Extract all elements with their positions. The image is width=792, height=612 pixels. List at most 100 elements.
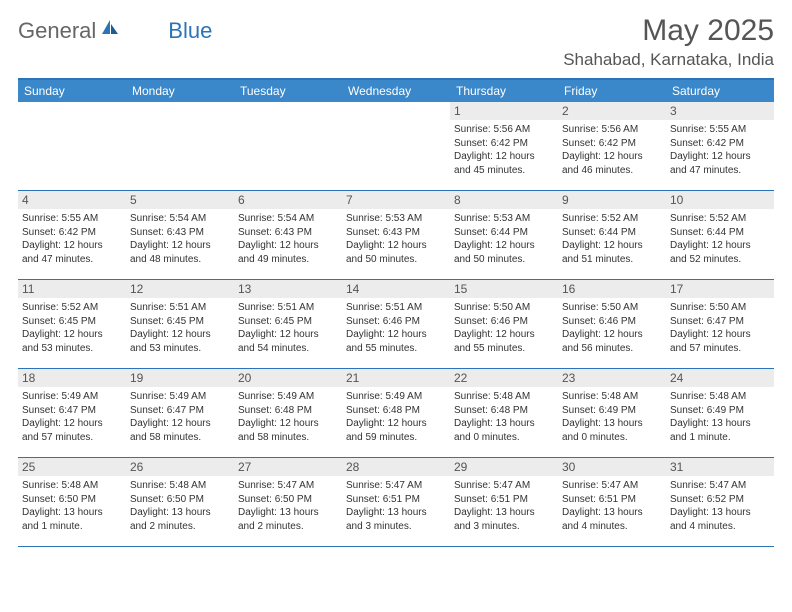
sunset-text: Sunset: 6:47 PM (130, 404, 230, 418)
day-number: 31 (666, 458, 774, 476)
dayhead-fri: Friday (558, 80, 666, 102)
sunset-text: Sunset: 6:44 PM (670, 226, 770, 240)
sunset-text: Sunset: 6:49 PM (670, 404, 770, 418)
day-number: 17 (666, 280, 774, 298)
sunrise-text: Sunrise: 5:48 AM (454, 390, 554, 404)
sunset-text: Sunset: 6:45 PM (130, 315, 230, 329)
sunrise-text: Sunrise: 5:47 AM (562, 479, 662, 493)
day-info: Sunrise: 5:49 AMSunset: 6:47 PMDaylight:… (22, 390, 122, 444)
daylight-text: Daylight: 13 hours and 3 minutes. (454, 506, 554, 533)
day-number: 7 (342, 191, 450, 209)
day-cell: 7Sunrise: 5:53 AMSunset: 6:43 PMDaylight… (342, 191, 450, 279)
day-info: Sunrise: 5:54 AMSunset: 6:43 PMDaylight:… (238, 212, 338, 266)
day-info: Sunrise: 5:49 AMSunset: 6:47 PMDaylight:… (130, 390, 230, 444)
sunrise-text: Sunrise: 5:51 AM (130, 301, 230, 315)
day-cell (126, 102, 234, 190)
day-info: Sunrise: 5:47 AMSunset: 6:51 PMDaylight:… (454, 479, 554, 533)
title-block: May 2025 Shahabad, Karnataka, India (563, 14, 774, 70)
daylight-text: Daylight: 13 hours and 3 minutes. (346, 506, 446, 533)
location-label: Shahabad, Karnataka, India (563, 50, 774, 70)
sunrise-text: Sunrise: 5:52 AM (22, 301, 122, 315)
day-info: Sunrise: 5:52 AMSunset: 6:45 PMDaylight:… (22, 301, 122, 355)
day-number: 2 (558, 102, 666, 120)
day-number: 8 (450, 191, 558, 209)
sunset-text: Sunset: 6:46 PM (346, 315, 446, 329)
sunrise-text: Sunrise: 5:56 AM (454, 123, 554, 137)
sunset-text: Sunset: 6:42 PM (22, 226, 122, 240)
daylight-text: Daylight: 12 hours and 45 minutes. (454, 150, 554, 177)
day-cell: 26Sunrise: 5:48 AMSunset: 6:50 PMDayligh… (126, 458, 234, 546)
day-info: Sunrise: 5:55 AMSunset: 6:42 PMDaylight:… (22, 212, 122, 266)
sunrise-text: Sunrise: 5:48 AM (562, 390, 662, 404)
day-info: Sunrise: 5:54 AMSunset: 6:43 PMDaylight:… (130, 212, 230, 266)
sunrise-text: Sunrise: 5:53 AM (346, 212, 446, 226)
sunset-text: Sunset: 6:48 PM (238, 404, 338, 418)
day-cell: 9Sunrise: 5:52 AMSunset: 6:44 PMDaylight… (558, 191, 666, 279)
day-number: 27 (234, 458, 342, 476)
sunset-text: Sunset: 6:52 PM (670, 493, 770, 507)
week-row: 18Sunrise: 5:49 AMSunset: 6:47 PMDayligh… (18, 369, 774, 458)
day-number: 23 (558, 369, 666, 387)
day-cell: 5Sunrise: 5:54 AMSunset: 6:43 PMDaylight… (126, 191, 234, 279)
day-info: Sunrise: 5:49 AMSunset: 6:48 PMDaylight:… (238, 390, 338, 444)
day-info: Sunrise: 5:56 AMSunset: 6:42 PMDaylight:… (562, 123, 662, 177)
calendar: Sunday Monday Tuesday Wednesday Thursday… (18, 78, 774, 547)
day-number: 4 (18, 191, 126, 209)
sunrise-text: Sunrise: 5:48 AM (22, 479, 122, 493)
day-info: Sunrise: 5:48 AMSunset: 6:50 PMDaylight:… (22, 479, 122, 533)
dayhead-wed: Wednesday (342, 80, 450, 102)
week-row: 25Sunrise: 5:48 AMSunset: 6:50 PMDayligh… (18, 458, 774, 547)
day-cell: 2 Sunrise: 5:56 AMSunset: 6:42 PMDaylight… (558, 102, 666, 190)
sunrise-text: Sunrise: 5:53 AM (454, 212, 554, 226)
daylight-text: Daylight: 12 hours and 47 minutes. (670, 150, 770, 177)
day-cell: 3Sunrise: 5:55 AMSunset: 6:42 PMDaylight… (666, 102, 774, 190)
day-cell: 24Sunrise: 5:48 AMSunset: 6:49 PMDayligh… (666, 369, 774, 457)
day-cell: 10Sunrise: 5:52 AMSunset: 6:44 PMDayligh… (666, 191, 774, 279)
day-number: 13 (234, 280, 342, 298)
sunrise-text: Sunrise: 5:50 AM (670, 301, 770, 315)
day-cell: 19Sunrise: 5:49 AMSunset: 6:47 PMDayligh… (126, 369, 234, 457)
sunset-text: Sunset: 6:43 PM (238, 226, 338, 240)
sunset-text: Sunset: 6:42 PM (670, 137, 770, 151)
daylight-text: Daylight: 12 hours and 46 minutes. (562, 150, 662, 177)
day-info: Sunrise: 5:51 AMSunset: 6:46 PMDaylight:… (346, 301, 446, 355)
day-number: 15 (450, 280, 558, 298)
sunset-text: Sunset: 6:44 PM (454, 226, 554, 240)
day-cell: 6Sunrise: 5:54 AMSunset: 6:43 PMDaylight… (234, 191, 342, 279)
day-info: Sunrise: 5:48 AMSunset: 6:49 PMDaylight:… (670, 390, 770, 444)
sunset-text: Sunset: 6:51 PM (562, 493, 662, 507)
daylight-text: Daylight: 12 hours and 50 minutes. (454, 239, 554, 266)
sunset-text: Sunset: 6:47 PM (670, 315, 770, 329)
day-cell: 14Sunrise: 5:51 AMSunset: 6:46 PMDayligh… (342, 280, 450, 368)
daylight-text: Daylight: 12 hours and 56 minutes. (562, 328, 662, 355)
day-number: 3 (666, 102, 774, 120)
day-info: Sunrise: 5:50 AMSunset: 6:46 PMDaylight:… (454, 301, 554, 355)
day-info: Sunrise: 5:48 AMSunset: 6:50 PMDaylight:… (130, 479, 230, 533)
day-cell: 18Sunrise: 5:49 AMSunset: 6:47 PMDayligh… (18, 369, 126, 457)
daylight-text: Daylight: 13 hours and 1 minute. (670, 417, 770, 444)
day-cell: 20Sunrise: 5:49 AMSunset: 6:48 PMDayligh… (234, 369, 342, 457)
daylight-text: Daylight: 12 hours and 47 minutes. (22, 239, 122, 266)
day-cell: 30Sunrise: 5:47 AMSunset: 6:51 PMDayligh… (558, 458, 666, 546)
day-cell: 8 Sunrise: 5:53 AMSunset: 6:44 PMDaylight… (450, 191, 558, 279)
daylight-text: Daylight: 12 hours and 55 minutes. (346, 328, 446, 355)
sunset-text: Sunset: 6:49 PM (562, 404, 662, 418)
sunrise-text: Sunrise: 5:49 AM (22, 390, 122, 404)
daylight-text: Daylight: 12 hours and 49 minutes. (238, 239, 338, 266)
dayhead-thu: Thursday (450, 80, 558, 102)
day-number: 16 (558, 280, 666, 298)
day-cell: 23Sunrise: 5:48 AMSunset: 6:49 PMDayligh… (558, 369, 666, 457)
sunset-text: Sunset: 6:50 PM (22, 493, 122, 507)
daylight-text: Daylight: 13 hours and 4 minutes. (670, 506, 770, 533)
sunset-text: Sunset: 6:43 PM (130, 226, 230, 240)
day-cell: 28Sunrise: 5:47 AMSunset: 6:51 PMDayligh… (342, 458, 450, 546)
day-cell: 17Sunrise: 5:50 AMSunset: 6:47 PMDayligh… (666, 280, 774, 368)
day-number: 29 (450, 458, 558, 476)
day-cell: 1Sunrise: 5:56 AMSunset: 6:42 PMDaylight… (450, 102, 558, 190)
daylight-text: Daylight: 12 hours and 53 minutes. (22, 328, 122, 355)
daylight-text: Daylight: 13 hours and 2 minutes. (238, 506, 338, 533)
day-cell: 15 Sunrise: 5:50 AMSunset: 6:46 PMDayligh… (450, 280, 558, 368)
daylight-text: Daylight: 12 hours and 52 minutes. (670, 239, 770, 266)
week-row: 11Sunrise: 5:52 AMSunset: 6:45 PMDayligh… (18, 280, 774, 369)
day-info: Sunrise: 5:51 AMSunset: 6:45 PMDaylight:… (238, 301, 338, 355)
